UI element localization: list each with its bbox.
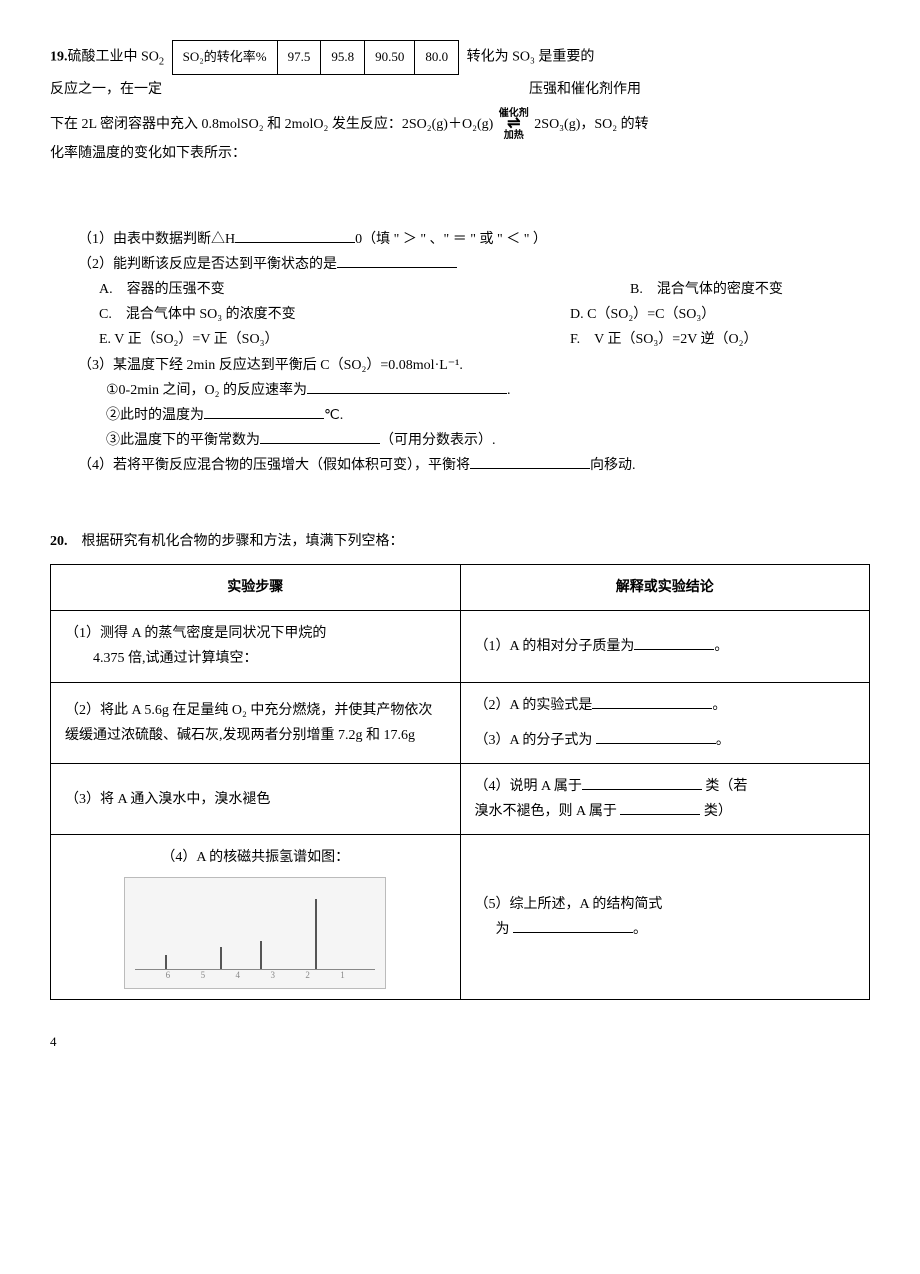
q19-options-row1: A. 容器的压强不变 B. 混合气体的密度不变: [50, 277, 870, 302]
q19-tail-b: 压强和催化剂作用: [529, 82, 641, 97]
table-header: SO₂的转化率%: [172, 41, 277, 75]
r3r-a: （4）说明 A 属于: [475, 779, 582, 794]
question-19: 19.硫酸工业中 SO2 SO₂的转化率% 97.5 95.8 90.50 80…: [50, 40, 870, 478]
q19-p4b: 向移动.: [590, 458, 636, 473]
table-row: （2）将此 A 5.6g 在足量纯 O₂ 中充分燃烧，并使其产物依次缓缓通过浓硫…: [51, 682, 870, 763]
nmr-peak: [165, 955, 167, 969]
cell-conc-3: （4）说明 A 属于 类（若 溴水不褪色，则 A 属于 类）: [460, 763, 870, 834]
r2r-a: （2）A 的实验式是: [475, 698, 593, 713]
blank-field[interactable]: [620, 800, 700, 815]
nmr-spectrum-icon: 6 5 4 3 2 1: [124, 877, 386, 989]
q19-p1b-text: 0（填 " ＞ " 、" ＝ " 或 " ＜ " ）: [355, 232, 547, 247]
blank-field[interactable]: [337, 253, 457, 268]
r2r-bb: 。: [716, 733, 730, 748]
option-e: E. V 正（SO₂）=V 正（SO₃）: [78, 327, 570, 352]
table-cell: 95.8: [321, 41, 365, 75]
q19-sub1: （1）由表中数据判断△H 0（填 " ＞ " 、" ＝ " 或 " ＜ " ）: [50, 227, 870, 252]
r3r-bb: 类）: [700, 804, 732, 819]
cell-conc-2: （2）A 的实验式是。 （3）A 的分子式为 。: [460, 682, 870, 763]
table-row: （1）测得 A 的蒸气密度是同状况下甲烷的 4.375 倍,试通过计算填空： （…: [51, 611, 870, 682]
table-cell: 90.50: [365, 41, 415, 75]
nmr-peak: [315, 899, 317, 969]
q19-p3-2b: ℃.: [324, 408, 343, 423]
cell-conc-1: （1）A 的相对分子质量为 。: [460, 611, 870, 682]
blank-field[interactable]: [582, 775, 702, 790]
cell-conc-4: （5）综上所述，A 的结构简式 为 。: [460, 835, 870, 999]
q19-options-row2: C. 混合气体中 SO₃ 的浓度不变 D. C（SO₂）=C（SO₃）: [50, 302, 870, 327]
nmr-peak: [260, 941, 262, 969]
q19-p4a: （4）若将平衡反应混合物的压强增大（假如体积可变），平衡将: [78, 458, 470, 473]
r2r-ab: 。: [712, 698, 726, 713]
q19-stem-line1: 19.硫酸工业中 SO2 SO₂的转化率% 97.5 95.8 90.50 80…: [50, 40, 870, 105]
r3r-b: 溴水不褪色，则 A 属于: [475, 804, 621, 819]
q19-p3-3a: ③此温度下的平衡常数为: [106, 433, 260, 448]
q19-tail-a: 转化为 SO₃ 是重要的: [467, 50, 595, 65]
question-20: 20. 根据研究有机化合物的步骤和方法，填满下列空格： 实验步骤 解释或实验结论…: [50, 529, 870, 1000]
blank-field[interactable]: [470, 454, 590, 469]
catalyst-bot: 加热: [499, 131, 529, 141]
blank-field[interactable]: [204, 404, 324, 419]
nmr-axis: 6 5 4 3 2 1: [135, 967, 375, 983]
q19-line2a: 下在 2L 密闭容器中充入 0.8molSO₂ 和 2molO₂ 发生反应：2S…: [50, 118, 493, 133]
q19-lead-a: 硫酸工业中 SO: [68, 50, 159, 65]
table-cell: 97.5: [277, 41, 321, 75]
table-header-1: 实验步骤: [51, 565, 461, 611]
table-cell: 80.0: [415, 41, 459, 75]
r1r-a: （1）A 的相对分子质量为: [475, 639, 635, 654]
q19-sub3-1: ①0-2min 之间，O₂ 的反应速率为.: [50, 378, 870, 403]
nmr-peak: [220, 947, 222, 969]
blank-field[interactable]: [307, 379, 507, 394]
r4r-a: （5）综上所述，A 的结构简式: [475, 892, 856, 917]
q19-line2c: 化率随温度的变化如下表所示：: [50, 141, 870, 166]
table-header-2: 解释或实验结论: [460, 565, 870, 611]
blank-field[interactable]: [260, 429, 380, 444]
r4l: （4）A 的核磁共振氢谱如图：: [65, 845, 446, 870]
q19-sub3-2: ②此时的温度为 ℃.: [50, 403, 870, 428]
q20-number: 20.: [50, 534, 68, 549]
q19-p3-2a: ②此时的温度为: [106, 408, 204, 423]
r4r-b: 为: [496, 922, 514, 937]
cell-step-1: （1）测得 A 的蒸气密度是同状况下甲烷的 4.375 倍,试通过计算填空：: [51, 611, 461, 682]
r2r-b: （3）A 的分子式为: [475, 733, 596, 748]
r3r-ab: 类（若: [702, 779, 748, 794]
q19-number: 19.: [50, 50, 68, 65]
q20-table: 实验步骤 解释或实验结论 （1）测得 A 的蒸气密度是同状况下甲烷的 4.375…: [50, 564, 870, 1000]
cell-step-3: （3）将 A 通入溴水中，溴水褪色: [51, 763, 461, 834]
q19-sub4: （4）若将平衡反应混合物的压强增大（假如体积可变），平衡将 向移动.: [50, 453, 870, 478]
q19-stem-line2: 下在 2L 密闭容器中充入 0.8molSO₂ 和 2molO₂ 发生反应：2S…: [50, 109, 870, 141]
q19-lead-b: 反应之一，在一定: [50, 82, 162, 97]
q19-p3-1a: ①0-2min 之间，O₂ 的反应速率为: [106, 383, 307, 398]
option-d: D. C（SO₂）=C（SO₃）: [570, 302, 870, 327]
option-c: C. 混合气体中 SO₃ 的浓度不变: [78, 302, 570, 327]
blank-field[interactable]: [596, 729, 716, 744]
r1l-b: 4.375 倍,试通过计算填空：: [65, 646, 446, 671]
q19-p3-3b: （可用分数表示）.: [380, 433, 496, 448]
option-f: F. V 正（SO₃）=2V 逆（O₂）: [570, 327, 870, 352]
q19-sub2: （2）能判断该反应是否达到平衡状态的是: [50, 252, 870, 277]
q19-p3-1b: .: [507, 383, 511, 398]
option-a: A. 容器的压强不变: [78, 277, 630, 302]
table-row: （4）A 的核磁共振氢谱如图： 6 5 4 3 2 1 （: [51, 835, 870, 999]
r4r-bb: 。: [633, 922, 647, 937]
q19-p1-text: （1）由表中数据判断△H: [78, 232, 235, 247]
table-row: （3）将 A 通入溴水中，溴水褪色 （4）说明 A 属于 类（若 溴水不褪色，则…: [51, 763, 870, 834]
option-b: B. 混合气体的密度不变: [630, 277, 870, 302]
q20-title: 根据研究有机化合物的步骤和方法，填满下列空格：: [68, 534, 404, 549]
q19-sub3-3: ③此温度下的平衡常数为 （可用分数表示）.: [50, 428, 870, 453]
q19-line2b: 2SO₃(g)，SO₂ 的转: [534, 118, 648, 133]
q19-options-row3: E. V 正（SO₂）=V 正（SO₃） F. V 正（SO₃）=2V 逆（O₂…: [50, 327, 870, 352]
page-number: 4: [50, 1030, 870, 1053]
cell-step-4: （4）A 的核磁共振氢谱如图： 6 5 4 3 2 1: [51, 835, 461, 999]
q19-inline-table: SO₂的转化率% 97.5 95.8 90.50 80.0: [172, 40, 459, 75]
blank-field[interactable]: [513, 918, 633, 933]
blank-field[interactable]: [235, 228, 355, 243]
r1r-b: 。: [714, 639, 728, 654]
q19-p2-text: （2）能判断该反应是否达到平衡状态的是: [78, 257, 337, 272]
reaction-arrow-icon: 催化剂 ⇌ 加热: [499, 109, 529, 141]
r1l-a: （1）测得 A 的蒸气密度是同状况下甲烷的: [65, 621, 446, 646]
q19-sub3: （3）某温度下经 2min 反应达到平衡后 C（SO₂）=0.08mol·L⁻¹…: [50, 353, 870, 378]
blank-field[interactable]: [592, 694, 712, 709]
cell-step-2: （2）将此 A 5.6g 在足量纯 O₂ 中充分燃烧，并使其产物依次缓缓通过浓硫…: [51, 682, 461, 763]
blank-field[interactable]: [634, 635, 714, 650]
